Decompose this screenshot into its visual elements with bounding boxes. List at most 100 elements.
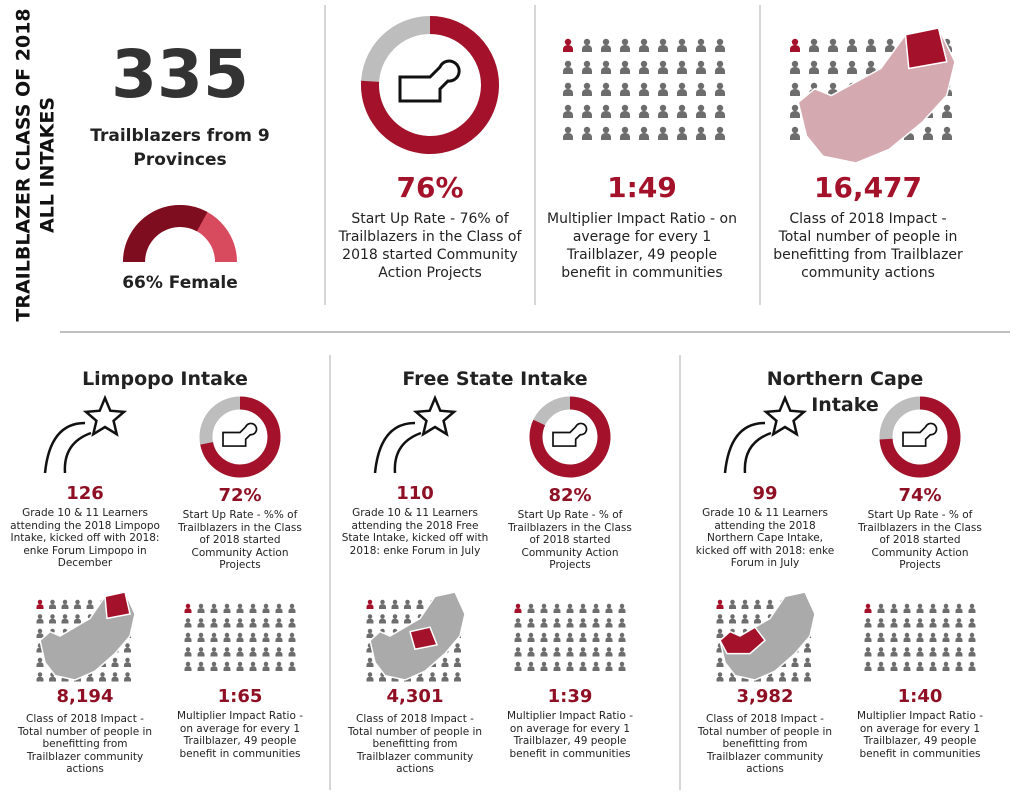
person-body [942,133,952,140]
person-body [955,651,963,657]
person-body [618,637,626,642]
person-icon [658,38,668,52]
person-icon [210,632,218,642]
person-body [605,637,613,642]
person-body [916,637,924,642]
person-head [276,647,282,652]
person-body [923,133,933,140]
person-head [917,647,923,652]
person-head [917,661,923,667]
person-head [37,672,43,677]
person-head [717,672,723,677]
person-head [250,661,256,667]
intake-title: Free State Intake [402,368,588,390]
person-icon [618,603,626,613]
person-body [249,608,257,613]
person-head [455,643,460,648]
person-icon [592,661,600,671]
person-icon [563,126,573,140]
person-head [75,614,80,619]
person-icon [601,104,611,118]
person-head [810,38,818,46]
person-head [380,614,385,619]
person-icon [658,126,668,140]
person-icon [791,672,799,682]
person-icon [790,126,800,140]
person-body [86,676,94,682]
person-icon [790,104,800,118]
person-head [742,599,748,605]
person-head [554,661,560,667]
person-icon [527,618,535,628]
person-icon [379,614,387,624]
person-body [804,662,811,667]
female-label: 66% Female [122,273,238,293]
person-body [236,637,244,642]
person-body [890,666,898,671]
person-head [619,647,625,652]
person-head [791,104,799,112]
person-body [579,651,587,657]
person-icon [124,643,131,653]
person-head [640,82,648,90]
person-head [392,614,398,619]
person-icon [36,599,44,609]
person-icon [696,104,706,118]
person-icon [929,618,937,628]
person-icon [916,603,924,613]
person-head [621,38,629,46]
person-head [583,126,591,134]
person-icon [890,603,898,613]
person-icon [210,661,218,671]
person-body [223,666,231,671]
person-body [903,637,911,642]
person-icon [366,628,374,638]
person-body [942,637,950,642]
person-body [618,651,626,657]
person-body [601,67,611,74]
person-body [416,676,424,682]
person-icon [262,632,270,642]
person-icon [553,632,561,642]
person-head [716,60,724,68]
person-body [275,608,283,613]
person-body [916,608,924,613]
person-icon [236,618,244,628]
person-head [417,599,423,605]
person-icon [540,632,548,642]
person-head [829,60,837,68]
person-head [791,38,799,46]
person-body [790,45,800,52]
impact-total: 3,982 [736,686,794,707]
person-head [515,618,521,623]
person-icon [968,632,976,642]
person-body [197,608,205,613]
person-body [579,608,587,613]
person-head [263,632,269,638]
tool-icon [222,422,258,447]
person-icon [99,672,106,682]
person-head [904,647,910,652]
person-icon [754,614,761,624]
startup-rate: 76% [396,171,464,204]
person-body [942,666,950,671]
person-body [592,622,600,628]
person-head [289,632,295,638]
person-head [442,657,448,663]
person-body [579,666,587,671]
person-icon [618,647,626,657]
person-body [639,67,649,74]
person-icon [729,672,736,682]
person-head [780,672,785,677]
person-icon [366,657,374,667]
person-head [606,632,612,638]
person-head [211,647,217,652]
person-body [601,133,611,140]
person-icon [903,647,911,657]
person-head [564,104,572,112]
person-body [916,651,924,657]
person-body [288,651,296,657]
star-trail [43,421,92,474]
person-icon [790,82,800,96]
person-body [716,604,724,609]
